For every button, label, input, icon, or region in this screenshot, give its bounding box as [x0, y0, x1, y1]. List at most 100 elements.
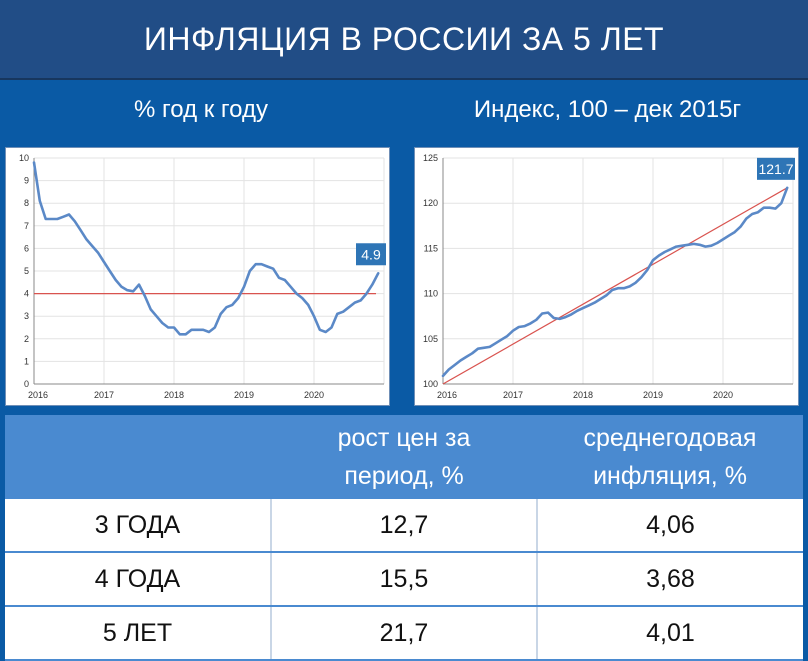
- row-price-growth: 12,7: [271, 499, 538, 553]
- data-point: [512, 329, 514, 332]
- yoy-chart: 0 1 2 3 4 5 6 7 8 9 10 2016 2017 2018 2019 2020 4.9: [19, 153, 386, 400]
- data-point: [710, 244, 713, 247]
- data-point: [161, 322, 164, 324]
- data-point: [564, 316, 567, 318]
- end-value-label: 121.7: [758, 161, 793, 177]
- data-point: [576, 309, 578, 312]
- data-point: [336, 313, 339, 315]
- data-point: [295, 292, 298, 295]
- data-point: [757, 211, 759, 214]
- header-line: среднегодовая: [583, 424, 757, 452]
- y-tick-label: 7: [24, 221, 29, 231]
- y-tick-label: 4: [24, 289, 29, 299]
- data-point: [278, 276, 280, 279]
- y-tick-label: 6: [24, 243, 29, 253]
- row-avg-inflation: 4,06: [537, 499, 803, 553]
- data-point: [494, 342, 497, 345]
- data-point: [623, 287, 625, 289]
- data-point: [617, 287, 619, 289]
- index-chart: 100 105 110 115 120 125 2016 2017 2018 2019 2020 12…: [423, 153, 795, 400]
- data-point: [56, 218, 59, 220]
- data-point: [506, 335, 508, 337]
- data-point: [547, 311, 549, 314]
- y-tick-label: 125: [423, 153, 438, 163]
- row-period: 5 ЛЕТ: [5, 606, 272, 661]
- table-row: 4 ГОДА 15,5 3,68: [5, 552, 803, 607]
- data-point: [377, 272, 379, 275]
- data-point: [149, 308, 152, 311]
- data-point: [588, 304, 590, 307]
- y-tick-label: 10: [19, 153, 29, 163]
- data-point: [687, 243, 689, 246]
- data-point: [669, 248, 672, 251]
- data-point: [44, 218, 47, 220]
- data-point: [289, 286, 292, 288]
- trend-line: [442, 187, 788, 385]
- data-point: [722, 238, 724, 241]
- data-point: [184, 333, 187, 336]
- data-point: [483, 347, 485, 349]
- data-point: [97, 252, 99, 254]
- row-period: 3 ГОДА: [5, 499, 272, 553]
- data-point: [132, 290, 134, 293]
- data-point: [330, 326, 333, 329]
- series-line: [441, 186, 789, 378]
- table-row: 3 ГОДА 12,7 4,06: [5, 499, 803, 553]
- data-point: [272, 267, 274, 270]
- right-chart-title: Индекс, 100 – дек 2015г: [473, 96, 742, 123]
- data-point: [611, 289, 613, 291]
- x-tick-label: 2016: [437, 390, 457, 400]
- data-point: [488, 346, 491, 348]
- y-tick-label: 8: [24, 198, 29, 208]
- data-point: [465, 356, 468, 358]
- data-point: [780, 202, 783, 204]
- data-point: [313, 315, 315, 317]
- x-tick-label: 2018: [573, 390, 593, 400]
- end-value-label: 4.9: [361, 246, 381, 262]
- data-point: [523, 325, 526, 327]
- x-tick-label: 2019: [234, 390, 254, 400]
- table-header-price-growth: рост цен за период, %: [271, 415, 537, 499]
- data-point: [693, 243, 695, 245]
- data-point: [120, 286, 123, 288]
- data-point: [459, 359, 462, 362]
- data-point: [716, 242, 718, 244]
- table-header-avg-inflation: среднегодовая инфляция, %: [537, 415, 803, 499]
- data-point: [243, 286, 245, 288]
- data-point: [500, 338, 503, 341]
- data-point: [208, 331, 210, 333]
- inflation-table: рост цен за период, % среднегодовая инфл…: [5, 415, 803, 661]
- x-tick-label: 2017: [94, 390, 114, 400]
- data-point: [529, 322, 532, 325]
- x-tick-label: 2020: [304, 390, 324, 400]
- data-point: [359, 299, 362, 302]
- data-point: [348, 306, 350, 308]
- table-row: 5 ЛЕТ 21,7 4,01: [5, 606, 803, 661]
- data-point: [79, 229, 82, 232]
- yoy-chart-panel: 0 1 2 3 4 5 6 7 8 9 10 2016 2017 2018 2019 2020 4.9: [5, 147, 390, 406]
- data-point: [448, 368, 450, 371]
- data-point: [85, 238, 88, 241]
- data-point: [225, 306, 228, 308]
- y-tick-label: 3: [24, 311, 29, 321]
- data-point: [260, 263, 263, 266]
- table-header-row: рост цен за период, % среднегодовая инфл…: [5, 415, 803, 499]
- y-tick-label: 0: [24, 379, 29, 389]
- data-point: [342, 310, 344, 313]
- data-point: [114, 279, 117, 281]
- data-point: [704, 245, 707, 248]
- data-point: [307, 304, 309, 306]
- data-point: [190, 328, 193, 331]
- data-point: [518, 326, 520, 328]
- data-point: [144, 295, 146, 297]
- data-point: [68, 213, 70, 216]
- row-avg-inflation: 3,68: [537, 552, 803, 607]
- data-point: [786, 187, 788, 189]
- data-point: [681, 244, 683, 247]
- data-point: [324, 331, 327, 333]
- data-point: [745, 217, 748, 220]
- y-tick-label: 1: [24, 356, 29, 366]
- data-point: [733, 231, 736, 233]
- y-tick-label: 115: [424, 243, 438, 253]
- data-point: [698, 243, 701, 246]
